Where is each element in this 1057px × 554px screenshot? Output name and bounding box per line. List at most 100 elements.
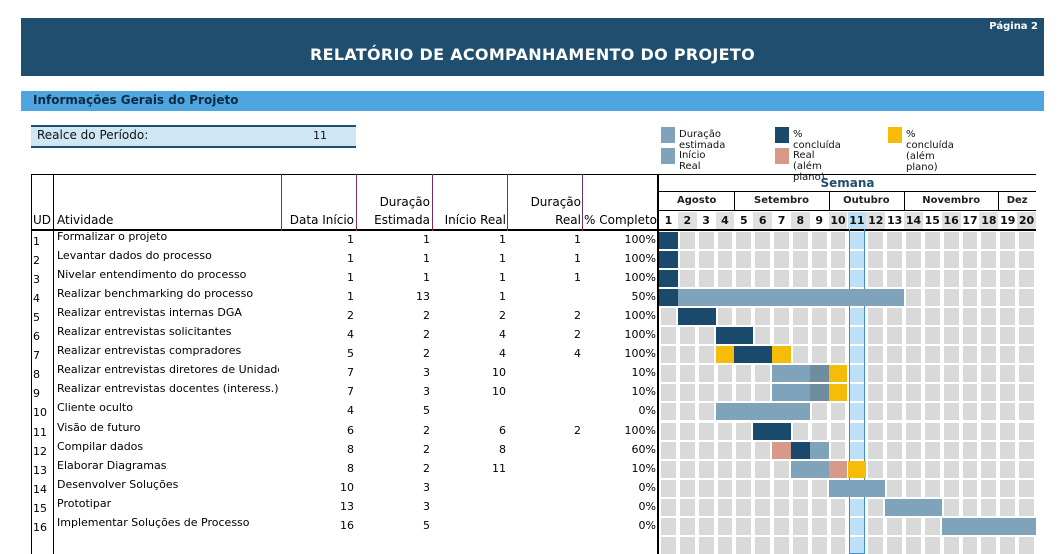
gantt-cell [887,346,903,364]
row-duration-real: 2 [574,309,581,323]
week-number-3[interactable]: 3 [702,214,710,227]
gantt-cell [661,403,676,421]
gantt-cell [924,517,940,535]
week-number-11[interactable]: 11 [847,212,867,229]
gantt-cell [774,327,789,345]
gantt-cell [811,270,827,288]
gantt-cell [943,289,959,307]
gantt-cell [906,441,921,459]
week-number-8[interactable]: 8 [790,212,810,229]
week-number-15[interactable]: 15 [924,214,940,227]
week-number-1[interactable]: 1 [664,214,673,227]
gantt-cell [924,308,940,326]
gantt-cell [1000,346,1016,364]
column-header-duration-est-line1: Duração [379,195,430,209]
gantt-cell [811,536,827,554]
column-header-start: Data Início [289,213,354,227]
week-number-20[interactable]: 20 [1017,212,1036,229]
week-number-17[interactable]: 17 [962,214,978,227]
week-number-14[interactable]: 14 [904,212,923,229]
week-number-7[interactable]: 7 [777,214,786,227]
gantt-cell [906,289,921,307]
gantt-cell [849,327,865,345]
gantt-cell [1000,308,1016,326]
row-real-start: 6 [499,423,506,437]
gantt-cell [698,365,714,383]
row-percent: 100% [624,233,656,246]
gantt-cell [792,479,808,497]
gantt-cell [887,536,903,554]
gantt-cell [943,365,959,383]
row-percent: 100% [624,271,656,285]
gantt-cell [868,517,884,535]
gantt-cell [1000,498,1016,516]
gantt-cell [698,384,714,402]
week-number-10[interactable]: 10 [828,212,848,229]
month-divider [828,191,830,210]
gantt-cell [830,346,846,364]
month-divider [904,191,906,210]
week-number-12[interactable]: 12 [866,212,886,229]
month-label-2: Outubro [843,195,890,206]
column-header-ud: UD [33,213,52,227]
gantt-cell [1019,403,1034,421]
week-number-9[interactable]: 9 [815,214,824,227]
gantt-cell [736,441,752,459]
gantt-cell [924,441,940,459]
highlight-week-column [848,212,866,554]
gantt-cell [717,536,733,554]
gantt-cell [962,536,978,554]
gantt-cell [906,384,921,402]
page-title: RELATÓRIO DE ACOMPANHAMENTO DO PROJETO [309,45,755,64]
row-activity: Levantar dados do processo [57,249,212,263]
row-real-start: 10 [492,385,506,399]
row-activity: Realizar entrevistas internas DGA [57,306,242,320]
gantt-cell [811,479,827,497]
week-number-2[interactable]: 2 [677,212,697,229]
gantt-cell [717,460,733,478]
gantt-cell [717,422,733,440]
gantt-cell [1000,384,1016,402]
week-number-16[interactable]: 16 [941,212,961,229]
week-number-13[interactable]: 13 [886,214,903,227]
gantt-bar-done [659,270,678,288]
gantt-cell [943,270,959,288]
gantt-cell [962,441,978,459]
gantt-cell [962,308,978,326]
row-duration-estimated: 13 [416,290,430,304]
row-ud: 1 [33,235,40,248]
gantt-cell [887,384,903,402]
gantt-bar-done [659,289,678,307]
gantt-cell [868,498,884,516]
week-number-6[interactable]: 6 [753,212,773,229]
gantt-cell [661,536,676,554]
row-start: 4 [347,404,354,418]
row-activity: Realizar entrevistas solicitantes [57,325,232,339]
gantt-cell [755,251,771,269]
gantt-cell [736,460,752,478]
gantt-cell [906,517,921,535]
legend-label-actual-beyond: Real (além plano) [793,150,825,183]
gantt-cell [755,498,771,516]
gantt-cell [906,365,921,383]
gantt-cell [849,441,865,459]
week-number-4[interactable]: 4 [715,212,735,229]
gantt-cell [906,308,921,326]
gantt-bar-beyond [847,460,867,478]
week-number-19[interactable]: 19 [1000,214,1016,227]
gantt-cell [698,498,714,516]
gantt-cell [736,384,752,402]
gantt-cell [1019,346,1034,364]
gantt-cell [679,232,695,250]
row-duration-estimated: 1 [423,271,430,285]
period-highlight-box[interactable]: Realce do Período: 11 [31,125,356,148]
week-number-5[interactable]: 5 [739,214,748,227]
gantt-cell [924,460,940,478]
gantt-cell [736,251,752,269]
month-label-3: Novembro [922,195,981,206]
row-percent: 10% [631,366,656,380]
legend-label-complete-beyond: % concluída (além plano) [906,129,954,173]
period-value[interactable]: 11 [313,129,327,142]
week-number-18[interactable]: 18 [979,212,999,229]
gantt-cell [906,270,921,288]
